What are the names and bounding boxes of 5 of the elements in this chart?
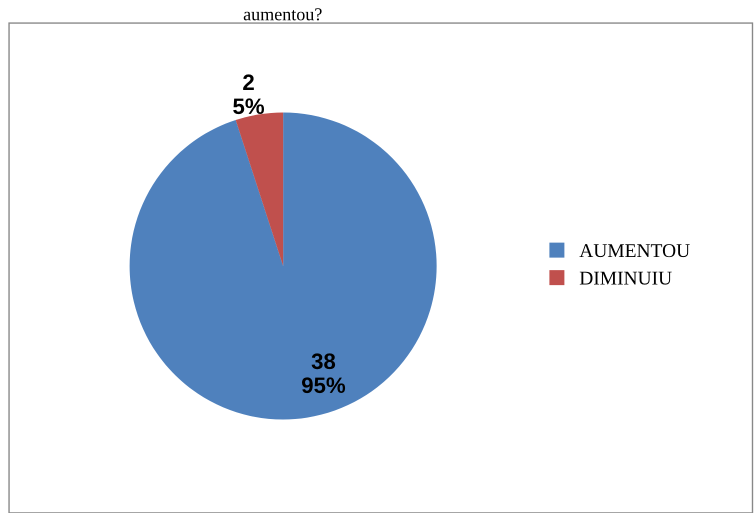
chart-title: aumentou? <box>244 8 322 20</box>
legend-label: DIMINUIU <box>580 272 672 285</box>
data-label: 2 5% <box>233 74 264 114</box>
legend-label: AUMENTOU <box>579 244 690 258</box>
data-label: 38 95% <box>302 353 346 394</box>
